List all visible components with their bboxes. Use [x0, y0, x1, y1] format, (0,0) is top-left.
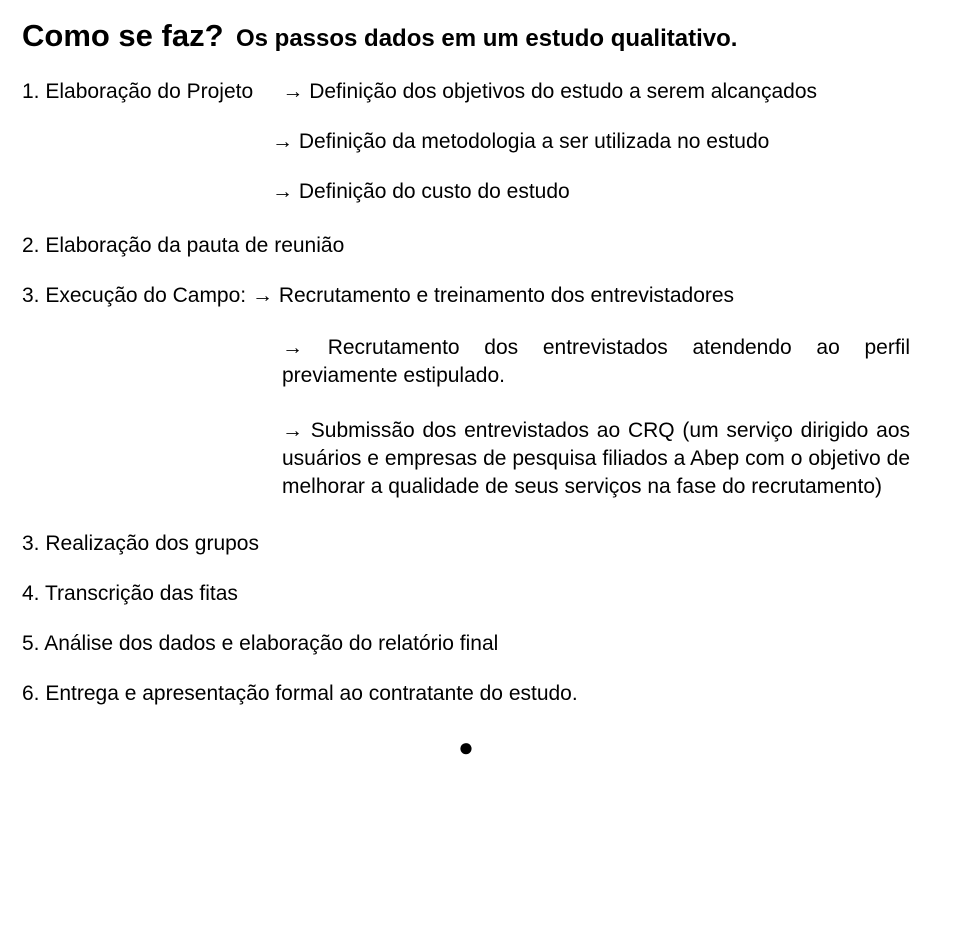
step-5: 4. Transcrição das fitas [22, 582, 910, 606]
step-1-text-1: Definição dos objetivos do estudo a sere… [309, 80, 817, 103]
step-1-label: 1. Elaboração do Projeto [22, 80, 253, 103]
step-1-text-2: Definição da metodologia a ser utilizada… [299, 130, 769, 153]
step-3-line-3: → Submissão dos entrevistados ao CRQ (um… [282, 417, 910, 502]
step-1-indent-block: → Definição da metodologia a ser utiliza… [272, 130, 910, 204]
heading-main: Como se faz? [22, 18, 224, 53]
bullet-icon: ● [22, 732, 910, 763]
step-2-text: 2. Elaboração da pauta de reunião [22, 234, 344, 257]
page: Como se faz? Os passos dados em um estud… [0, 0, 960, 763]
step-1-line-1: 1. Elaboração do Projeto → Definição dos… [22, 80, 910, 104]
heading: Como se faz? Os passos dados em um estud… [22, 18, 910, 54]
step-3-text-2: Recrutamento dos entrevistados atendendo… [282, 336, 910, 387]
lower-list: 3. Realização dos grupos 4. Transcrição … [22, 532, 910, 706]
arrow-icon: → [282, 419, 303, 442]
step-3-label: 3. Execução do Campo: [22, 284, 252, 307]
step-7: 6. Entrega e apresentação formal ao cont… [22, 682, 910, 706]
step-3-text-1: Recrutamento e treinamento dos entrevist… [279, 284, 734, 307]
step-3-text-3: Submissão dos entrevistados ao CRQ (um s… [282, 419, 910, 499]
step-1-line-3: → Definição do custo do estudo [272, 180, 910, 204]
arrow-icon: → [282, 336, 303, 359]
step-3-line-2: → Recrutamento dos entrevistados atenden… [282, 334, 910, 391]
arrow-icon: → [272, 130, 293, 153]
heading-sub: Os passos dados em um estudo qualitativo… [236, 25, 737, 52]
step-3-indent-block: → Recrutamento dos entrevistados atenden… [282, 334, 910, 502]
arrow-icon: → [282, 80, 303, 103]
arrow-icon: → [272, 180, 293, 203]
arrow-icon: → [252, 284, 273, 307]
step-2: 2. Elaboração da pauta de reunião [22, 234, 910, 258]
step-3-line-1: 3. Execução do Campo: → Recrutamento e t… [22, 284, 910, 308]
step-1-line-2: → Definição da metodologia a ser utiliza… [272, 130, 910, 154]
step-4: 3. Realização dos grupos [22, 532, 910, 556]
step-6: 5. Análise dos dados e elaboração do rel… [22, 632, 910, 656]
step-1-text-3: Definição do custo do estudo [299, 180, 570, 203]
